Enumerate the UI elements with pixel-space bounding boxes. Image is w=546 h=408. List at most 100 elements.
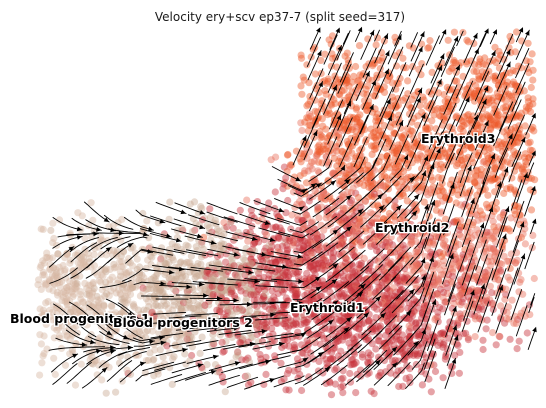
cell-point	[216, 251, 224, 259]
cell-point	[353, 271, 361, 279]
cell-point	[199, 365, 207, 373]
cell-point	[370, 303, 378, 311]
cell-point	[294, 374, 302, 382]
cell-point	[168, 240, 176, 248]
cell-point	[475, 61, 483, 69]
cell-point	[331, 199, 339, 207]
cell-point	[78, 298, 87, 306]
cell-point	[118, 215, 126, 223]
cell-point	[471, 333, 479, 341]
cell-point	[209, 331, 217, 339]
cell-point	[371, 128, 379, 136]
cell-point	[413, 352, 421, 360]
cell-point	[463, 60, 471, 68]
cell-point	[293, 355, 302, 363]
cell-point	[463, 112, 471, 120]
cell-point	[526, 108, 535, 116]
cell-point	[314, 303, 322, 311]
cell-point	[255, 286, 263, 294]
cell-point	[405, 251, 413, 259]
cell-point	[348, 273, 356, 282]
cell-point	[380, 308, 388, 316]
cell-point	[429, 262, 437, 270]
cell-point	[410, 301, 418, 309]
cell-point	[381, 349, 389, 357]
cell-point	[289, 241, 297, 249]
cell-point	[349, 241, 357, 250]
cell-point	[501, 225, 509, 233]
cell-point	[455, 254, 463, 262]
cell-point	[377, 153, 385, 161]
cell-scatter	[34, 28, 539, 399]
cell-point	[272, 316, 280, 324]
cell-point	[337, 301, 345, 309]
cell-point	[470, 178, 479, 186]
cell-point	[297, 304, 305, 312]
cell-point	[91, 244, 99, 253]
cell-point	[76, 306, 84, 315]
cell-point	[390, 309, 398, 318]
cell-point	[487, 116, 495, 124]
cell-point	[467, 144, 475, 152]
cell-point	[219, 246, 227, 254]
cell-point	[285, 342, 293, 350]
cell-point	[434, 259, 442, 267]
cell-point	[439, 240, 447, 248]
cell-point	[524, 98, 533, 106]
cell-point	[529, 100, 537, 108]
cell-point	[312, 330, 320, 338]
cell-point	[502, 291, 510, 299]
cell-point	[314, 302, 322, 310]
cell-point	[123, 366, 131, 374]
cell-point	[59, 261, 67, 270]
cell-point	[124, 369, 132, 377]
cell-point	[252, 320, 260, 328]
cell-point	[515, 337, 523, 345]
cell-point	[298, 200, 307, 208]
cell-point	[109, 222, 117, 230]
cell-point	[39, 352, 47, 360]
cell-point	[198, 241, 206, 249]
cell-point	[41, 279, 49, 287]
cell-point	[503, 132, 511, 140]
cell-point	[222, 258, 230, 266]
cell-point	[521, 122, 529, 130]
cell-point	[349, 269, 357, 277]
cell-point	[436, 266, 444, 274]
cell-point	[74, 258, 82, 266]
cell-point	[90, 251, 98, 259]
cell-point	[281, 280, 289, 288]
cell-point	[117, 263, 125, 271]
cell-point	[339, 389, 347, 397]
cell-point	[374, 126, 383, 134]
cell-point	[388, 315, 396, 323]
cell-point	[396, 281, 404, 289]
cell-point	[384, 295, 392, 303]
cell-point	[462, 329, 470, 337]
cell-point	[494, 112, 502, 120]
cell-point	[321, 281, 329, 289]
cell-point	[148, 327, 157, 335]
cell-point	[348, 262, 356, 270]
cell-point	[275, 257, 283, 265]
cell-point	[206, 213, 214, 221]
cell-point	[272, 223, 280, 231]
cell-point	[524, 39, 532, 47]
cell-point	[173, 243, 181, 251]
cell-point	[276, 284, 284, 292]
cell-point	[119, 298, 127, 306]
cell-point	[167, 274, 176, 282]
cell-point	[200, 214, 209, 222]
cell-point	[394, 168, 403, 176]
cell-point	[326, 110, 334, 118]
cell-point	[367, 209, 375, 217]
cell-point	[374, 323, 382, 331]
cell-point	[127, 284, 135, 292]
cell-point	[63, 331, 71, 339]
cell-point	[396, 249, 404, 257]
cell-point	[303, 290, 311, 298]
cell-point	[440, 256, 448, 265]
cell-point	[489, 299, 497, 307]
cell-point	[195, 322, 203, 331]
cell-point	[39, 268, 48, 276]
